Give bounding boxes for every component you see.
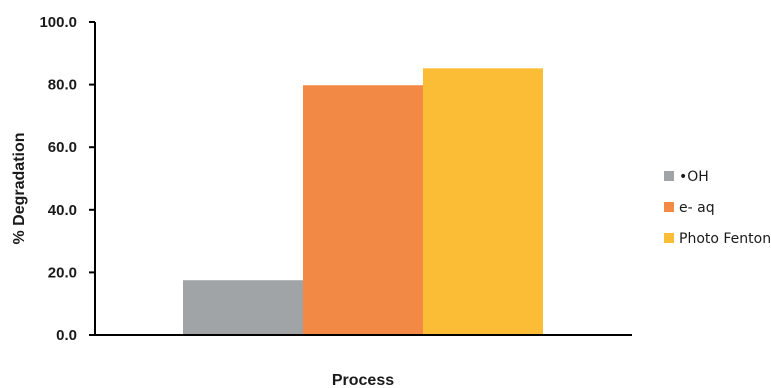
y-axis-ticks: 0.0 20.0 40.0 60.0 80.0 100.0 — [39, 14, 95, 344]
y-tick-label: 0.0 — [56, 327, 77, 344]
legend-label: •OH — [679, 169, 709, 185]
x-axis-title: Process — [332, 372, 394, 388]
bar-photo-fenton — [423, 68, 543, 335]
y-tick-label: 40.0 — [48, 202, 77, 219]
y-axis-title: % Degradation — [11, 132, 28, 244]
legend-swatch — [664, 171, 674, 181]
legend-label: Photo Fenton — [679, 231, 771, 247]
y-tick-label: 20.0 — [48, 264, 77, 281]
y-tick-label: 60.0 — [48, 139, 77, 156]
legend-swatch — [664, 233, 674, 243]
bar-oh — [183, 280, 303, 335]
legend: •OH e- aq Photo Fenton — [664, 169, 771, 247]
legend-label: e- aq — [679, 200, 715, 216]
legend-swatch — [664, 202, 674, 212]
y-tick-label: 80.0 — [48, 77, 77, 94]
bar-e-aq — [303, 85, 423, 335]
bars — [183, 68, 543, 335]
y-tick-label: 100.0 — [39, 14, 77, 31]
